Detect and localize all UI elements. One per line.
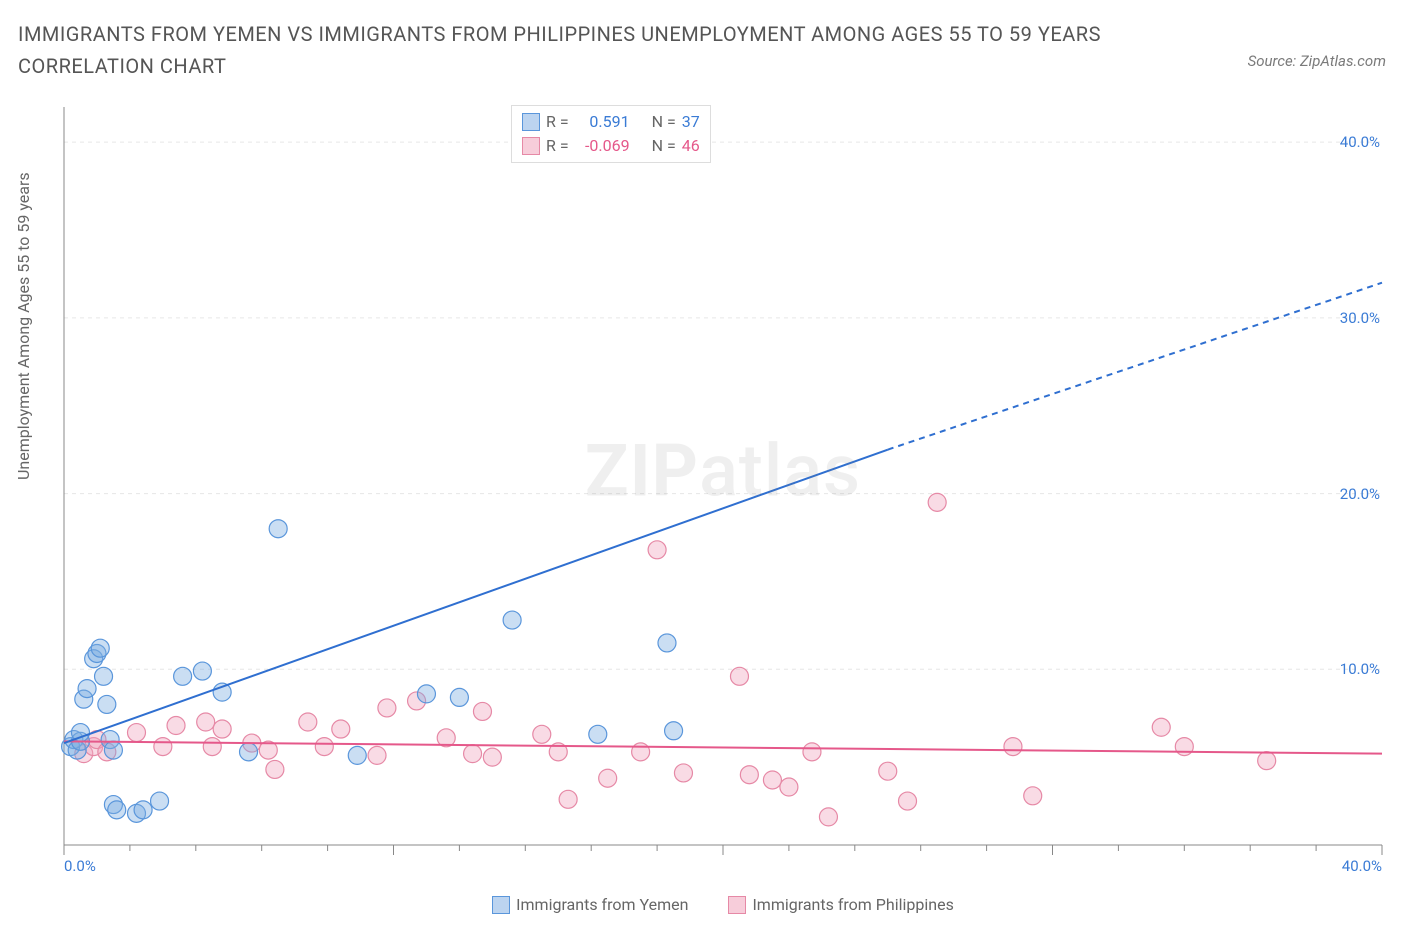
bottom-legend: Immigrants from Yemen Immigrants from Ph… xyxy=(60,895,1386,914)
swatch-philippines xyxy=(522,137,540,155)
r-value-philippines: -0.069 xyxy=(575,134,630,158)
n-label: N = xyxy=(652,134,676,158)
r-label: R = xyxy=(546,134,569,158)
source-credit: Source: ZipAtlas.com xyxy=(1248,52,1386,70)
r-value-yemen: 0.591 xyxy=(575,110,630,134)
swatch-yemen xyxy=(522,113,540,131)
chart-title: IMMIGRANTS FROM YEMEN VS IMMIGRANTS FROM… xyxy=(18,18,1138,82)
y-tick-label: 30.0% xyxy=(1340,309,1380,327)
x-tick-label: 40.0% xyxy=(1342,857,1382,875)
chart-svg xyxy=(60,105,1386,867)
stats-row-yemen: R = 0.591 N = 37 xyxy=(522,110,700,134)
legend-label-philippines: Immigrants from Philippines xyxy=(752,895,953,914)
swatch-yemen xyxy=(492,896,510,914)
legend-item-yemen: Immigrants from Yemen xyxy=(492,895,688,914)
swatch-philippines xyxy=(728,896,746,914)
scatter-plot: ZIPatlas R = 0.591 N = 37 R = -0.069 N =… xyxy=(60,105,1386,867)
n-value-yemen: 37 xyxy=(682,110,700,134)
n-value-philippines: 46 xyxy=(682,134,700,158)
y-tick-label: 40.0% xyxy=(1340,133,1380,151)
y-tick-label: 20.0% xyxy=(1340,485,1380,503)
n-label: N = xyxy=(652,110,676,134)
r-label: R = xyxy=(546,110,569,134)
stats-row-philippines: R = -0.069 N = 46 xyxy=(522,134,700,158)
legend-label-yemen: Immigrants from Yemen xyxy=(516,895,688,914)
legend-item-philippines: Immigrants from Philippines xyxy=(728,895,953,914)
stats-legend-box: R = 0.591 N = 37 R = -0.069 N = 46 xyxy=(511,105,711,163)
x-tick-label: 0.0% xyxy=(64,857,96,875)
y-axis-label: Unemployment Among Ages 55 to 59 years xyxy=(14,172,33,480)
y-tick-label: 10.0% xyxy=(1340,660,1380,678)
